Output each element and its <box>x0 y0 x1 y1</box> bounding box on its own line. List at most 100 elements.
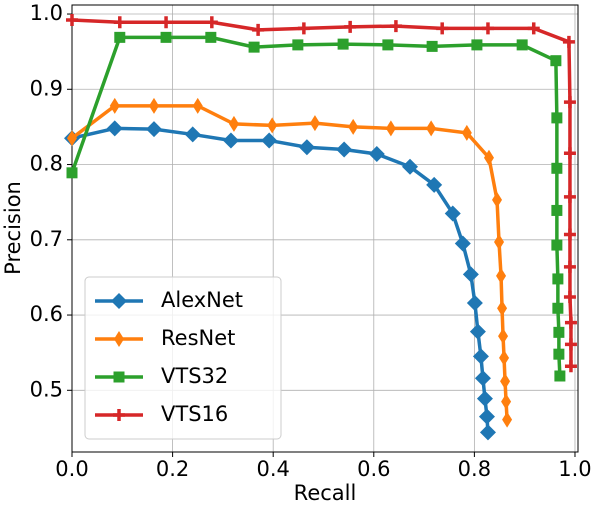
marker <box>298 139 315 156</box>
marker <box>297 22 310 35</box>
marker <box>551 112 563 124</box>
marker <box>66 167 78 179</box>
marker <box>109 97 120 114</box>
marker <box>478 408 495 425</box>
marker <box>389 20 402 33</box>
marker <box>228 115 239 132</box>
marker <box>336 141 353 158</box>
marker <box>461 124 472 141</box>
marker <box>248 41 260 53</box>
marker <box>552 302 564 314</box>
marker <box>472 348 489 365</box>
x-axis-label: Recall <box>294 481 357 505</box>
marker <box>222 132 239 149</box>
marker <box>551 239 563 251</box>
y-tick-label: 0.7 <box>30 227 63 251</box>
marker <box>563 228 576 241</box>
marker <box>148 97 159 114</box>
marker <box>492 191 503 208</box>
marker <box>551 204 563 216</box>
marker <box>114 331 124 347</box>
marker <box>563 147 576 160</box>
marker <box>527 22 540 35</box>
x-tick-label: 0.6 <box>357 457 390 481</box>
legend-label: VTS32 <box>161 364 228 388</box>
marker <box>563 260 576 273</box>
marker <box>261 132 278 149</box>
legend-label: VTS16 <box>161 402 228 426</box>
marker <box>145 121 162 138</box>
legend-label: AlexNet <box>161 288 243 312</box>
marker <box>563 96 576 109</box>
marker <box>205 31 217 43</box>
x-tick-label: 0.4 <box>256 457 289 481</box>
x-tick-label: 1.0 <box>558 457 591 481</box>
marker <box>67 130 77 147</box>
marker <box>252 23 265 36</box>
y-tick-label: 0.9 <box>30 76 63 100</box>
marker <box>184 126 201 143</box>
marker <box>348 118 359 135</box>
marker <box>368 146 385 162</box>
marker <box>474 370 491 387</box>
marker <box>564 360 577 373</box>
marker <box>160 16 173 29</box>
legend-box <box>84 276 282 440</box>
marker <box>113 409 125 421</box>
legend-label: ResNet <box>161 326 235 350</box>
marker <box>564 316 577 329</box>
marker <box>562 35 575 48</box>
marker <box>496 267 507 284</box>
marker <box>516 39 528 51</box>
marker <box>462 266 479 283</box>
legend: AlexNet ResNet VTS32 VTS16 <box>84 276 282 440</box>
marker <box>498 328 509 345</box>
x-tick-label: 0.2 <box>156 457 189 481</box>
y-tick-label: 0.8 <box>30 152 63 176</box>
marker <box>344 20 357 33</box>
marker <box>500 373 511 390</box>
marker <box>111 293 127 309</box>
marker <box>553 326 565 338</box>
marker <box>113 16 126 29</box>
marker <box>192 97 203 114</box>
marker <box>267 117 278 134</box>
marker <box>554 370 566 382</box>
marker <box>481 22 494 35</box>
marker <box>483 149 494 166</box>
y-tick-label: 0.5 <box>30 377 63 401</box>
marker <box>564 338 577 351</box>
marker <box>205 16 218 29</box>
y-tick-label: 0.6 <box>30 302 63 326</box>
marker <box>471 39 483 51</box>
marker <box>494 234 505 251</box>
marker <box>444 205 461 222</box>
x-tick-label: 0.8 <box>458 457 491 481</box>
marker <box>106 120 123 137</box>
marker <box>552 273 564 285</box>
marker <box>479 424 496 441</box>
marker <box>385 120 396 137</box>
y-axis-label: Precision <box>1 181 25 275</box>
marker <box>550 55 562 67</box>
marker <box>551 162 563 174</box>
marker <box>160 31 172 43</box>
marker <box>466 295 483 311</box>
marker <box>309 115 320 132</box>
marker <box>66 14 78 27</box>
marker <box>469 323 486 340</box>
marker <box>553 348 565 360</box>
plot-frame <box>71 4 579 453</box>
marker <box>113 371 125 383</box>
marker <box>402 158 419 175</box>
marker <box>114 31 126 43</box>
marker <box>382 39 394 51</box>
marker <box>454 235 471 252</box>
marker <box>436 22 449 35</box>
marker <box>426 120 437 137</box>
marker <box>501 393 512 410</box>
marker <box>337 38 349 50</box>
marker <box>563 190 576 203</box>
marker <box>292 39 304 51</box>
